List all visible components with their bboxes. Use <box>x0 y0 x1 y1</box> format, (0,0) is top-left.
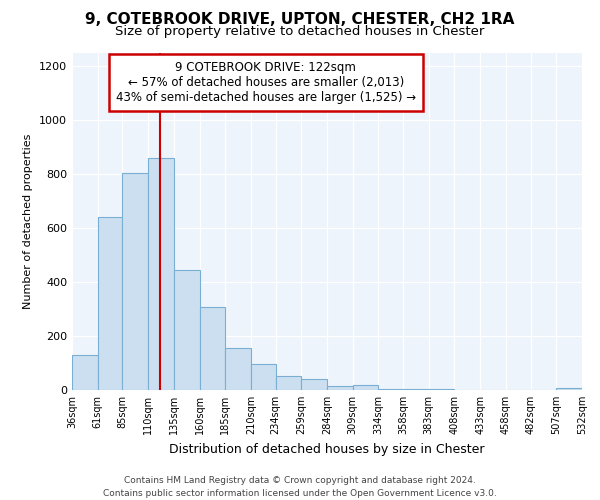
Text: Size of property relative to detached houses in Chester: Size of property relative to detached ho… <box>115 25 485 38</box>
Bar <box>275 376 301 390</box>
Bar <box>225 348 251 390</box>
Bar <box>251 364 275 390</box>
Bar <box>174 270 199 390</box>
Bar <box>429 389 455 390</box>
Bar <box>556 388 582 390</box>
Bar <box>98 217 122 390</box>
Bar <box>148 158 174 390</box>
X-axis label: Distribution of detached houses by size in Chester: Distribution of detached houses by size … <box>169 442 485 456</box>
Text: 9 COTEBROOK DRIVE: 122sqm
← 57% of detached houses are smaller (2,013)
43% of se: 9 COTEBROOK DRIVE: 122sqm ← 57% of detac… <box>116 61 416 104</box>
Bar <box>403 389 429 390</box>
Bar <box>327 386 353 390</box>
Bar <box>379 389 403 390</box>
Text: Contains HM Land Registry data © Crown copyright and database right 2024.
Contai: Contains HM Land Registry data © Crown c… <box>103 476 497 498</box>
Bar <box>301 379 327 390</box>
Bar <box>353 384 379 390</box>
Bar <box>122 172 148 390</box>
Text: 9, COTEBROOK DRIVE, UPTON, CHESTER, CH2 1RA: 9, COTEBROOK DRIVE, UPTON, CHESTER, CH2 … <box>85 12 515 28</box>
Y-axis label: Number of detached properties: Number of detached properties <box>23 134 34 309</box>
Bar <box>199 307 225 390</box>
Bar <box>72 355 98 390</box>
